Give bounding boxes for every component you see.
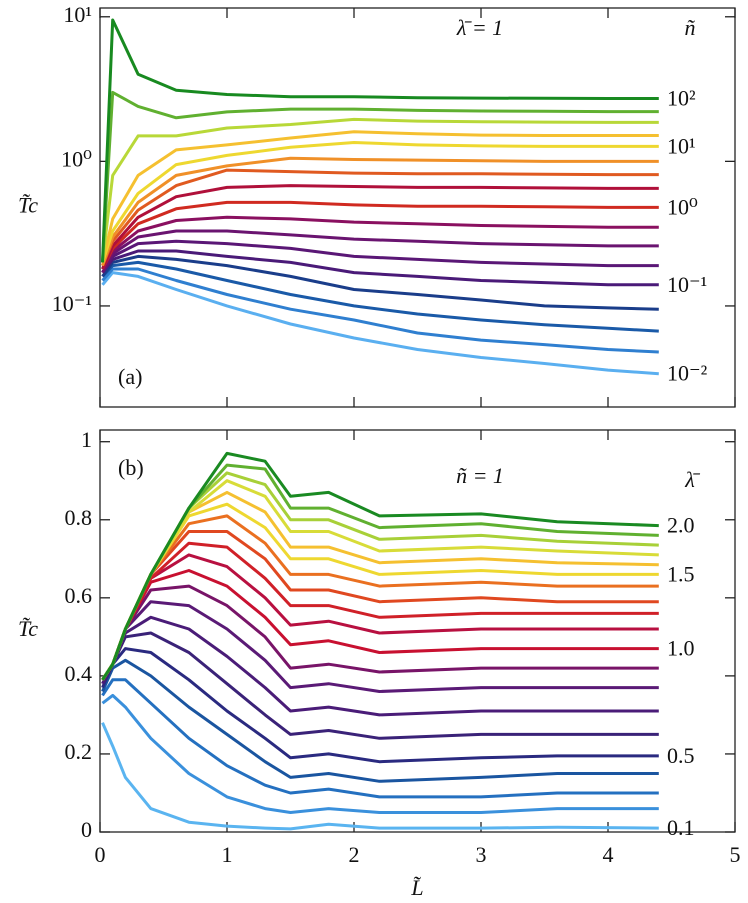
y-tick-label: 1 — [81, 427, 92, 452]
curve — [101, 117, 659, 263]
x-tick-label: 4 — [603, 842, 614, 867]
curve — [101, 156, 659, 267]
x-axis-label: L̃ — [410, 875, 423, 900]
x-tick-label: 2 — [349, 842, 360, 867]
annotation: ñ = 1 — [456, 463, 504, 488]
curve — [101, 260, 659, 333]
annotation: λ̄ = 1 — [456, 15, 503, 40]
curve — [101, 647, 659, 764]
series-label: 1.5 — [667, 561, 695, 586]
curve — [101, 678, 659, 799]
curve — [101, 267, 659, 354]
series-label: 10⁻² — [667, 361, 708, 386]
curve — [101, 200, 659, 270]
plot-frame — [99, 7, 736, 408]
legend-title: ñ — [685, 15, 696, 40]
series-label: 2.0 — [667, 513, 695, 538]
curve — [101, 722, 659, 831]
curve — [101, 249, 659, 287]
curve — [101, 184, 659, 270]
y-axis-label: T̃c — [18, 616, 38, 641]
series-label: 10⁰ — [667, 194, 698, 219]
series-label: 10¹ — [667, 133, 696, 158]
y-axis-label: T̃c — [18, 193, 38, 218]
y-tick-label: 0 — [81, 817, 92, 842]
curve — [101, 658, 659, 783]
series-label: 10² — [667, 86, 696, 111]
curve — [101, 254, 659, 311]
curve — [101, 90, 659, 263]
plot-frame — [99, 429, 736, 833]
curve — [101, 229, 659, 274]
curve — [101, 168, 659, 267]
panel-label: (b) — [118, 455, 144, 480]
y-tick-label: 0.2 — [65, 739, 93, 764]
series-label: 1.0 — [667, 636, 695, 661]
y-tick-label: 0.4 — [65, 661, 93, 686]
x-tick-label: 5 — [730, 842, 741, 867]
curve — [101, 271, 659, 376]
series-label: 0.1 — [667, 815, 695, 840]
curve — [101, 451, 659, 681]
curve — [101, 130, 659, 263]
legend-title: λ̄ — [684, 467, 701, 492]
y-tick-label: 10¹ — [63, 2, 92, 27]
curve — [101, 693, 659, 814]
series-label: 0.5 — [667, 743, 695, 768]
x-tick-label: 1 — [222, 842, 233, 867]
panel-label: (a) — [118, 364, 142, 389]
series-label: 10⁻¹ — [667, 272, 707, 297]
curve — [101, 239, 659, 274]
y-tick-label: 0.6 — [65, 583, 93, 608]
x-tick-label: 3 — [476, 842, 487, 867]
y-tick-label: 10⁻¹ — [52, 291, 92, 316]
y-tick-label: 10⁰ — [61, 146, 92, 171]
curve — [101, 18, 659, 263]
curve — [101, 215, 659, 270]
x-tick-label: 0 — [95, 842, 106, 867]
y-tick-label: 0.8 — [65, 505, 93, 530]
curve — [101, 141, 659, 263]
